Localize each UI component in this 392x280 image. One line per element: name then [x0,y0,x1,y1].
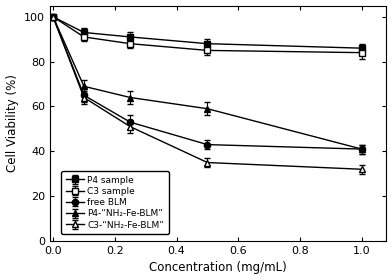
Y-axis label: Cell Viability (%): Cell Viability (%) [5,74,18,172]
X-axis label: Concentration (mg/mL): Concentration (mg/mL) [149,262,287,274]
Legend: P4 sample, C3 sample, free BLM, P4-“NH₂-Fe-BLM”, C3-“NH₂-Fe-BLM”: P4 sample, C3 sample, free BLM, P4-“NH₂-… [61,171,169,234]
